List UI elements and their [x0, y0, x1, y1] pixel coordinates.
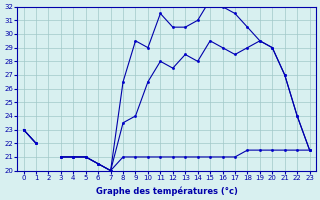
X-axis label: Graphe des températures (°c): Graphe des températures (°c) — [96, 186, 237, 196]
